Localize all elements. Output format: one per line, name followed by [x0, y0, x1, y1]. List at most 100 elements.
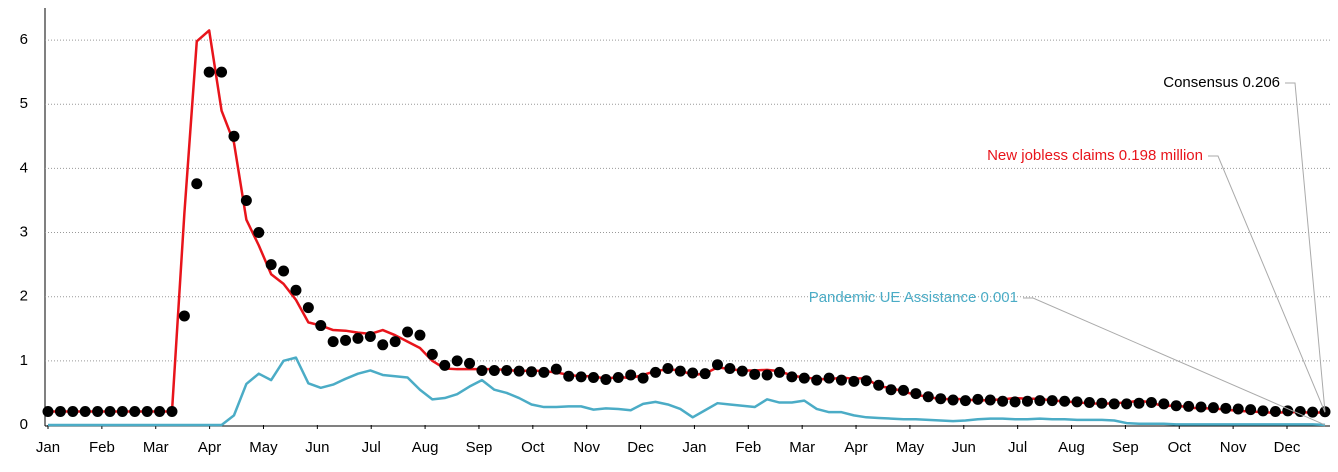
dot	[1083, 397, 1095, 409]
leader-line	[1023, 297, 1326, 426]
dot	[637, 372, 649, 384]
x-tick-label: Sep	[466, 439, 493, 456]
dot	[1009, 396, 1021, 408]
dot	[786, 371, 798, 383]
dot	[625, 369, 637, 381]
dot	[860, 375, 872, 387]
x-tick-label: Apr	[198, 439, 221, 456]
x-tick-label: Feb	[89, 439, 115, 456]
dot	[116, 406, 128, 418]
dot	[823, 372, 835, 384]
dot	[377, 339, 389, 351]
dot	[129, 406, 141, 418]
dot	[736, 365, 748, 377]
y-tick-label: 4	[20, 159, 28, 176]
x-tick-label: Oct	[521, 439, 545, 456]
dot	[1269, 406, 1281, 418]
x-tick-label: Jan	[36, 439, 60, 456]
dot	[997, 395, 1009, 407]
dot	[947, 394, 959, 406]
y-tick-label: 1	[20, 352, 28, 369]
dot	[352, 332, 364, 344]
dot	[265, 259, 277, 271]
dot	[848, 375, 860, 387]
y-tick-label: 5	[20, 95, 28, 112]
dot	[278, 265, 290, 277]
dot	[439, 359, 451, 371]
dot	[1145, 397, 1157, 409]
dot	[1195, 401, 1207, 413]
dot	[538, 366, 550, 378]
dot	[216, 66, 228, 78]
dot	[773, 366, 785, 378]
dot	[191, 178, 203, 190]
dot	[340, 334, 352, 346]
dot	[972, 393, 984, 405]
dot	[203, 66, 215, 78]
x-tick-label: Aug	[1058, 439, 1085, 456]
dot	[476, 364, 488, 376]
dot	[563, 370, 575, 382]
dot	[414, 329, 426, 341]
x-tick-label: Apr	[844, 439, 867, 456]
dot	[327, 336, 339, 348]
dot	[1059, 395, 1071, 407]
dot	[798, 372, 810, 384]
dot	[600, 373, 612, 385]
dot	[1121, 398, 1133, 410]
x-tick-label: Jun	[952, 439, 976, 456]
x-tick-label: Jun	[305, 439, 329, 456]
dot	[935, 393, 947, 405]
x-tick-label: May	[896, 439, 925, 456]
x-tick-label: Jan	[682, 439, 706, 456]
dot	[550, 363, 562, 375]
dot	[1257, 405, 1269, 417]
dot	[364, 330, 376, 342]
dot	[984, 394, 996, 406]
dot	[290, 284, 302, 296]
dot	[488, 364, 500, 376]
x-tick-label: Dec	[1274, 439, 1301, 456]
y-tick-label: 6	[20, 31, 28, 48]
annotation: Pandemic UE Assistance 0.001	[809, 289, 1018, 306]
dot	[67, 406, 79, 418]
line	[48, 29, 1326, 415]
dot	[699, 368, 711, 380]
dot	[92, 406, 104, 418]
dot	[178, 310, 190, 322]
dot	[451, 355, 463, 367]
dot	[1307, 406, 1319, 418]
dot	[687, 367, 699, 379]
dot	[389, 336, 401, 348]
dot	[1158, 398, 1170, 410]
dot	[662, 363, 674, 375]
dot	[1294, 406, 1306, 418]
x-tick-label: Nov	[1220, 439, 1247, 456]
dot	[302, 302, 314, 314]
dot	[1282, 405, 1294, 417]
dot	[315, 320, 327, 332]
dot	[575, 371, 587, 383]
dot	[650, 366, 662, 378]
y-tick-label: 0	[20, 416, 28, 433]
dot	[811, 374, 823, 386]
dot	[42, 406, 54, 418]
y-tick-label: 3	[20, 224, 28, 241]
dot	[835, 374, 847, 386]
dot	[1207, 402, 1219, 414]
x-tick-label: May	[249, 439, 278, 456]
y-tick-label: 2	[20, 288, 28, 305]
dot	[897, 384, 909, 396]
dot	[79, 406, 91, 418]
dot	[588, 372, 600, 384]
dot	[1220, 402, 1232, 414]
dot	[501, 364, 513, 376]
dot	[873, 379, 885, 391]
dot	[253, 227, 265, 239]
dot	[749, 368, 761, 380]
x-tick-label: Aug	[412, 439, 439, 456]
dot	[1245, 404, 1257, 416]
dot	[1170, 400, 1182, 412]
dot	[228, 130, 240, 142]
